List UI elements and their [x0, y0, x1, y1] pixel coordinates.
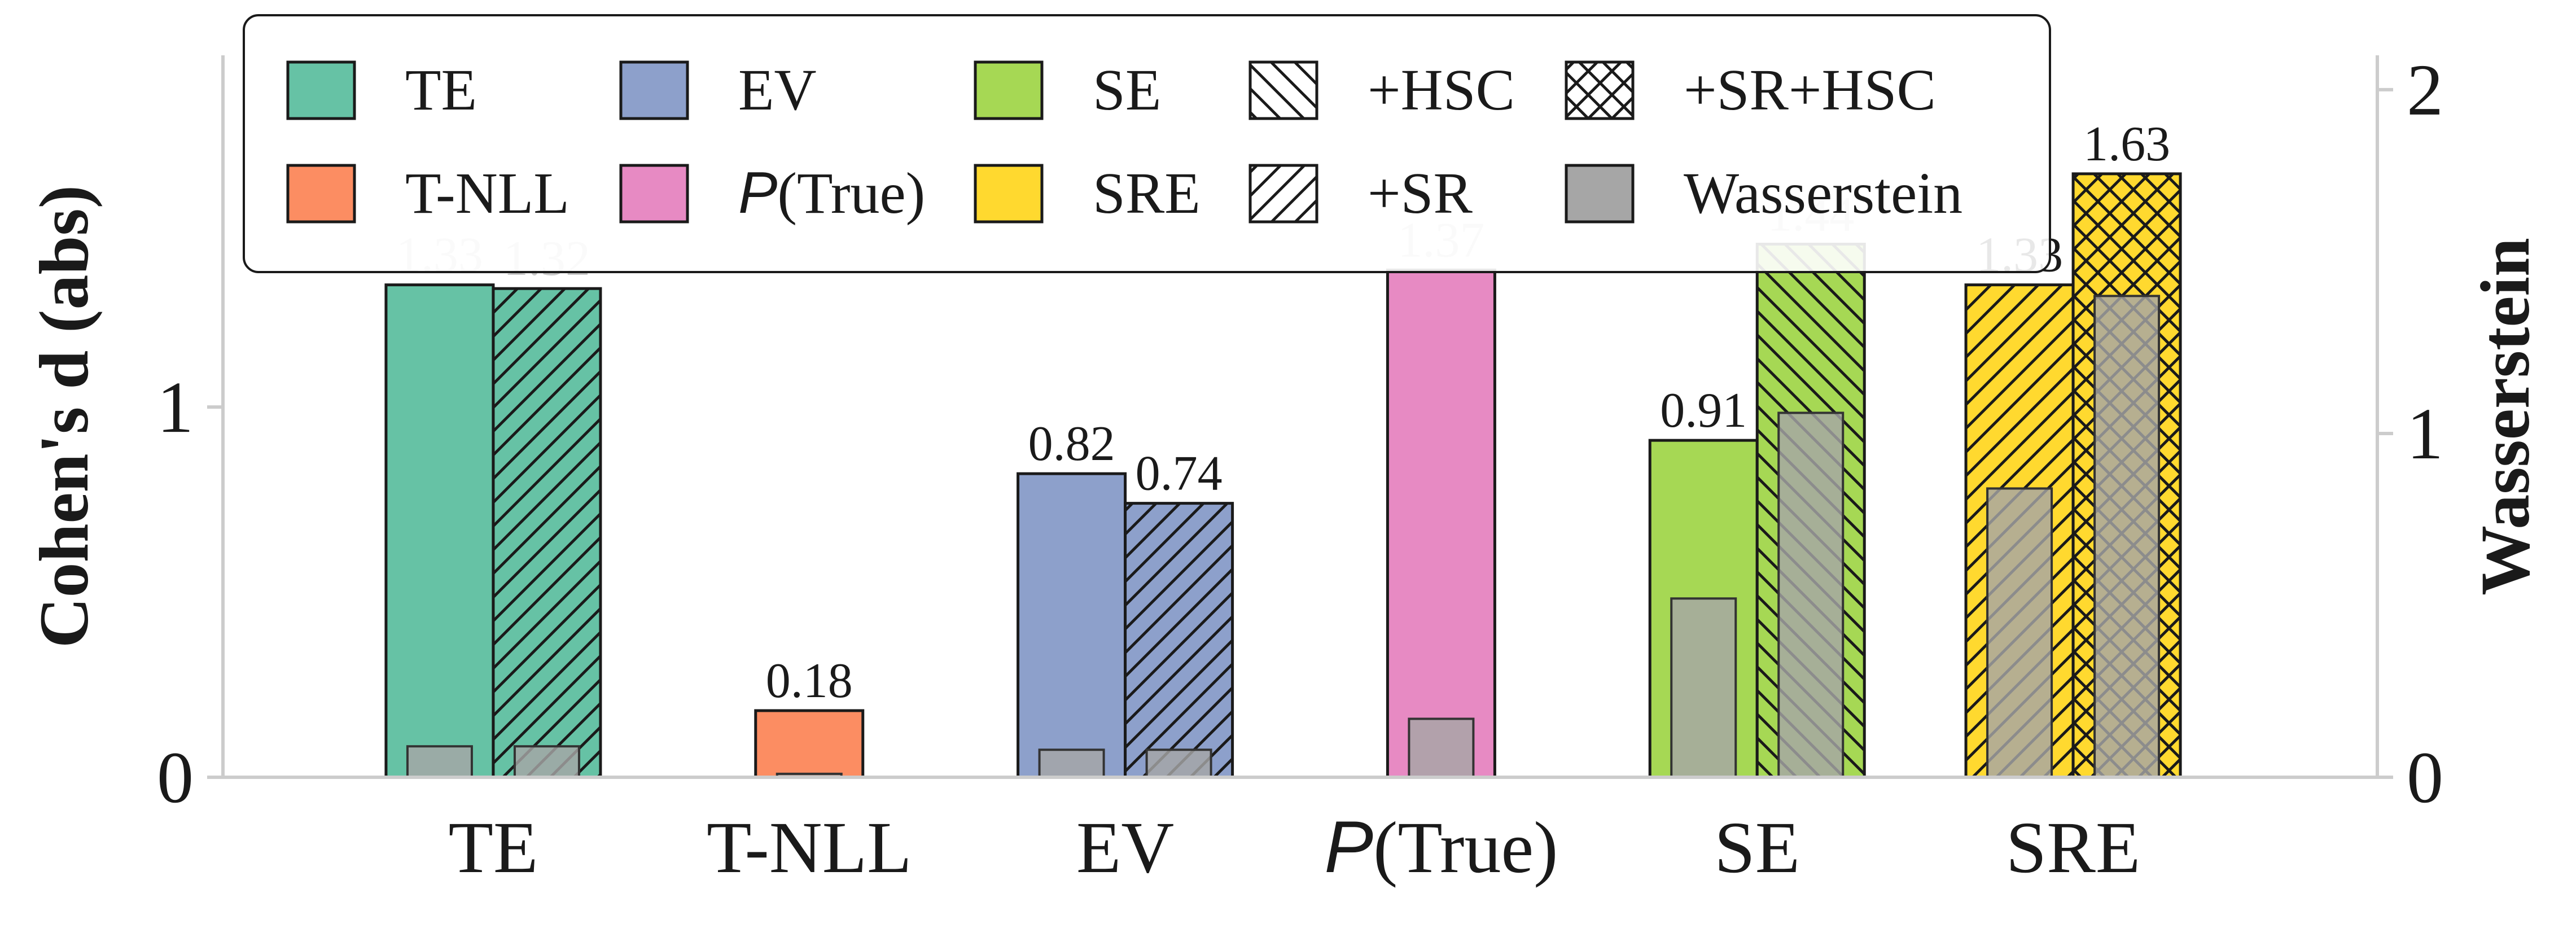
legend-label-sr: +SR: [1368, 161, 1473, 226]
x-tick-rest-part: (True): [1373, 807, 1558, 888]
value-label-ev-sr: 0.74: [1136, 446, 1223, 501]
x-tick-te: TE: [449, 807, 538, 888]
wasserstein-bar-se-base: [1670, 597, 1737, 779]
legend-label-te: TE: [405, 58, 477, 122]
legend-label-t-nll: T-NLL: [405, 161, 569, 226]
legend: TE T-NLL EV P(True) SE SRE +HSC +SR +SR+HSC Wasse…: [243, 14, 2051, 273]
y-tick-label-right: 1: [2407, 393, 2443, 475]
x-tick-ev: EV: [1076, 807, 1174, 888]
x-tick-sre: SRE: [2006, 807, 2140, 888]
legend-label-sr-hsc: +SR+HSC: [1684, 58, 1936, 122]
y-tick-label-left: 0: [157, 737, 194, 818]
bar-t-nll-base: [754, 709, 865, 779]
wasserstein-bars-layer: [406, 295, 2161, 779]
wasserstein-bar-sre-sr-hsc: [2093, 295, 2161, 778]
bar-ev-base: [1017, 472, 1127, 779]
legend-swatch-te: [286, 60, 356, 120]
legend-swatch-t-nll: [286, 164, 356, 224]
legend-swatch-p-true: [619, 164, 689, 224]
wasserstein-bar-te-sr: [513, 745, 580, 778]
legend-label-ev: EV: [738, 58, 817, 122]
wasserstein-bar-ev-sr: [1145, 748, 1212, 779]
wasserstein-bar-sre-sr: [1986, 487, 2053, 779]
y-axis-label: Cohen's d (abs): [25, 185, 103, 648]
wasserstein-bar-te-base: [406, 745, 473, 778]
value-label-sre-sr-hsc: 1.63: [2083, 117, 2170, 172]
x-tick-italic-part: P: [1324, 805, 1373, 888]
bar-te-base: [384, 283, 495, 779]
bar-p-true-base: [1386, 268, 1496, 779]
legend-swatch-hatch-sr: [1250, 165, 1317, 222]
legend-frame: [243, 14, 2051, 273]
wasserstein-bar-ev-base: [1038, 748, 1105, 779]
legend-swatch-hatch-sr-hsc: [1566, 62, 1633, 119]
axes: [221, 55, 2379, 779]
y-tick-label-right: 2: [2407, 50, 2443, 131]
value-label-t-nll-base: 0.18: [766, 654, 853, 708]
y-axis-label-right: Wasserstein: [2467, 238, 2544, 596]
y-tick-label-right: 0: [2407, 737, 2443, 818]
x-tick-t-nll: T-NLL: [707, 807, 912, 888]
legend-label-se: SE: [1093, 58, 1161, 122]
x-tick-labels: TE T-NLL EV P(True) SE SRE: [449, 805, 2141, 888]
legend-label-p-true: P(True): [738, 160, 925, 226]
legend-label-wasserstein: Wasserstein: [1684, 161, 1962, 226]
legend-swatch-hatch-hsc: [1250, 62, 1317, 119]
legend-label-italic-part: P: [738, 160, 777, 226]
value-label-ev-base: 0.82: [1028, 417, 1115, 471]
legend-label-rest-part: (True): [777, 161, 925, 226]
x-tick-p-true: P(True): [1324, 805, 1558, 888]
legend-swatch-se: [974, 60, 1044, 120]
bar-hatch-ev-sr: [1125, 503, 1233, 777]
y-tick-label-left: 1: [157, 367, 194, 448]
bar-hatch-te-sr: [493, 288, 601, 777]
wasserstein-bar-se-hsc: [1777, 411, 1845, 778]
y-ticks-right: 0 1 2: [2377, 50, 2443, 818]
legend-swatch-ev: [619, 60, 689, 120]
legend-swatch-wasserstein: [1565, 164, 1635, 224]
wasserstein-bar-p-true-base: [1408, 717, 1475, 779]
x-tick-se: SE: [1714, 807, 1800, 888]
legend-label-hsc: +HSC: [1368, 58, 1515, 122]
y-ticks-left: 01: [157, 367, 223, 818]
legend-label-sre: SRE: [1093, 161, 1201, 226]
legend-swatch-sre: [974, 164, 1044, 224]
value-label-se-base: 0.91: [1660, 383, 1747, 438]
